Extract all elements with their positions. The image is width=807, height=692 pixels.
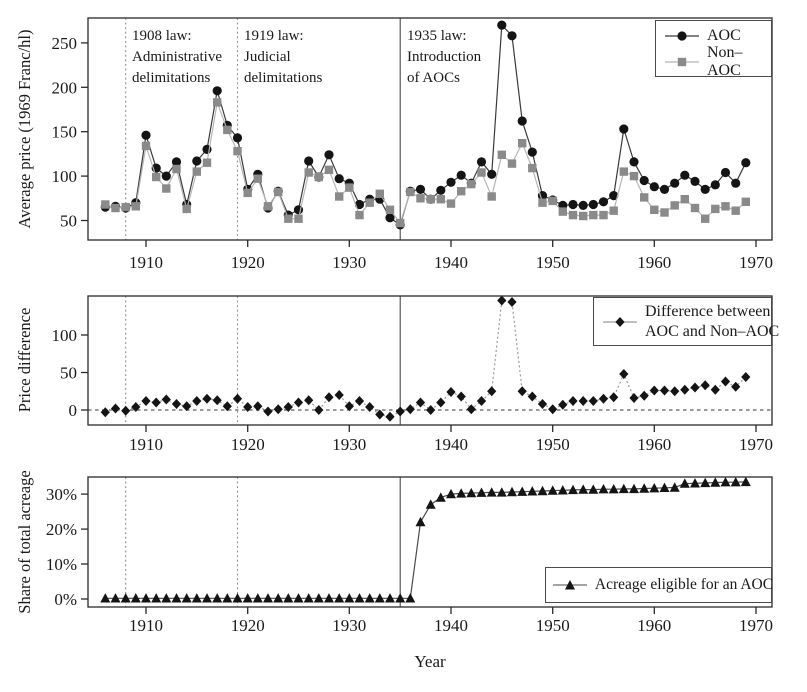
svg-text:10%: 10% — [46, 555, 77, 574]
svg-text:1950: 1950 — [536, 253, 570, 272]
svg-text:1920: 1920 — [231, 435, 265, 454]
acreage-line-marker-icon — [552, 580, 587, 590]
svg-text:1970: 1970 — [739, 435, 773, 454]
svg-text:1960: 1960 — [637, 616, 671, 635]
acreage-axis-label: Share of total acreage — [15, 470, 34, 614]
svg-text:1940: 1940 — [434, 435, 468, 454]
svg-text:50: 50 — [60, 364, 77, 383]
difference-axis-label: Price difference — [15, 307, 34, 413]
annotation-line: Introduction — [407, 49, 482, 65]
annotation-line: 1908 law: — [132, 28, 192, 44]
svg-text:1950: 1950 — [536, 616, 570, 635]
svg-text:1960: 1960 — [637, 435, 671, 454]
annotation-line: Judicial — [244, 49, 291, 65]
non-aoc-line-marker-icon — [665, 57, 699, 66]
svg-text:1940: 1940 — [434, 616, 468, 635]
svg-text:1970: 1970 — [739, 253, 773, 272]
svg-text:1910: 1910 — [129, 435, 163, 454]
legend-item-acreage: Acreage eligible for an AOC — [544, 576, 773, 594]
acreage-panel-legend: Acreage eligible for an AOC — [544, 567, 773, 603]
legend-label: Non–AOC — [707, 43, 743, 79]
annotation-line: 1919 law: — [244, 28, 304, 44]
annotation-line: Administrative — [132, 49, 222, 65]
difference-line-marker-icon — [603, 316, 637, 327]
svg-text:20%: 20% — [46, 520, 77, 539]
svg-text:1970: 1970 — [739, 616, 773, 635]
annotation-1935-law: 1935 law: Introduction of AOCs — [407, 26, 481, 89]
legend-item-difference: Difference between AOC and Non–AOC — [594, 302, 779, 342]
svg-text:1920: 1920 — [231, 616, 265, 635]
svg-text:1930: 1930 — [332, 253, 366, 272]
annotation-line: 1935 law: — [407, 28, 467, 44]
svg-text:0: 0 — [69, 401, 78, 420]
annotation-line: of AOCs — [407, 70, 460, 86]
svg-text:1960: 1960 — [637, 253, 671, 272]
price-axis-label: Average price (1969 Franc/hl) — [15, 29, 34, 229]
x-axis-label: Year — [414, 652, 446, 671]
annotation-line: delimitations — [244, 70, 323, 86]
svg-text:100: 100 — [52, 326, 78, 345]
annotation-1919-law: 1919 law: Judicial delimitations — [244, 26, 322, 89]
annotation-1908-law: 1908 law: Administrative delimitations — [132, 26, 222, 89]
difference-panel-legend: Difference between AOC and Non–AOC — [593, 297, 779, 346]
legend-label-line: Difference between — [645, 302, 771, 320]
aoc-line-marker-icon — [665, 30, 699, 41]
svg-text:1950: 1950 — [536, 435, 570, 454]
price-panel-legend: AOC Non–AOC — [655, 20, 772, 79]
svg-text:1930: 1930 — [332, 616, 366, 635]
svg-text:50: 50 — [60, 212, 77, 231]
legend-item-non-aoc: Non–AOC — [656, 44, 771, 79]
svg-text:1930: 1930 — [332, 435, 366, 454]
svg-text:0%: 0% — [54, 590, 77, 609]
legend-item-aoc: AOC — [656, 23, 771, 49]
svg-text:1910: 1910 — [129, 253, 163, 272]
svg-text:1920: 1920 — [231, 253, 265, 272]
legend-label-line: AOC and Non–AOC — [645, 322, 780, 340]
svg-text:250: 250 — [52, 34, 78, 53]
svg-text:1910: 1910 — [129, 616, 163, 635]
annotation-line: delimitations — [132, 70, 211, 86]
legend-label: Acreage eligible for an AOC — [594, 576, 774, 593]
svg-text:100: 100 — [52, 167, 78, 186]
svg-text:30%: 30% — [46, 485, 77, 504]
svg-text:200: 200 — [52, 78, 78, 97]
svg-text:1940: 1940 — [434, 253, 468, 272]
legend-label: AOC — [707, 26, 741, 44]
svg-text:150: 150 — [52, 123, 78, 142]
